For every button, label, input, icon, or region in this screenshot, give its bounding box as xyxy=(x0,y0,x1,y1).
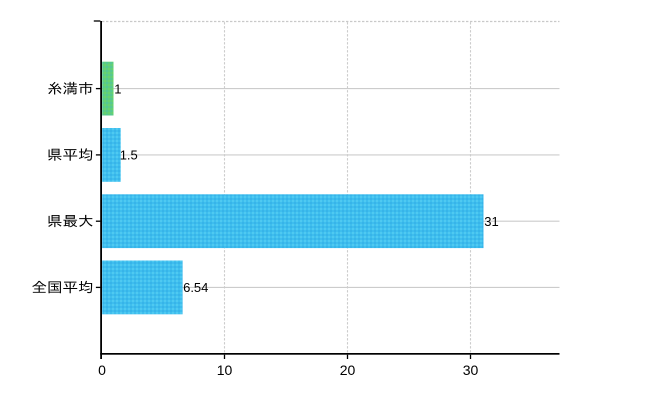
svg-text:31: 31 xyxy=(484,214,498,229)
svg-text:20: 20 xyxy=(340,362,356,378)
svg-text:0: 0 xyxy=(98,362,106,378)
svg-text:30: 30 xyxy=(463,362,479,378)
svg-text:1: 1 xyxy=(114,81,121,96)
svg-text:10: 10 xyxy=(217,362,233,378)
svg-text:1.5: 1.5 xyxy=(120,148,138,163)
svg-text:6.54: 6.54 xyxy=(183,280,208,295)
